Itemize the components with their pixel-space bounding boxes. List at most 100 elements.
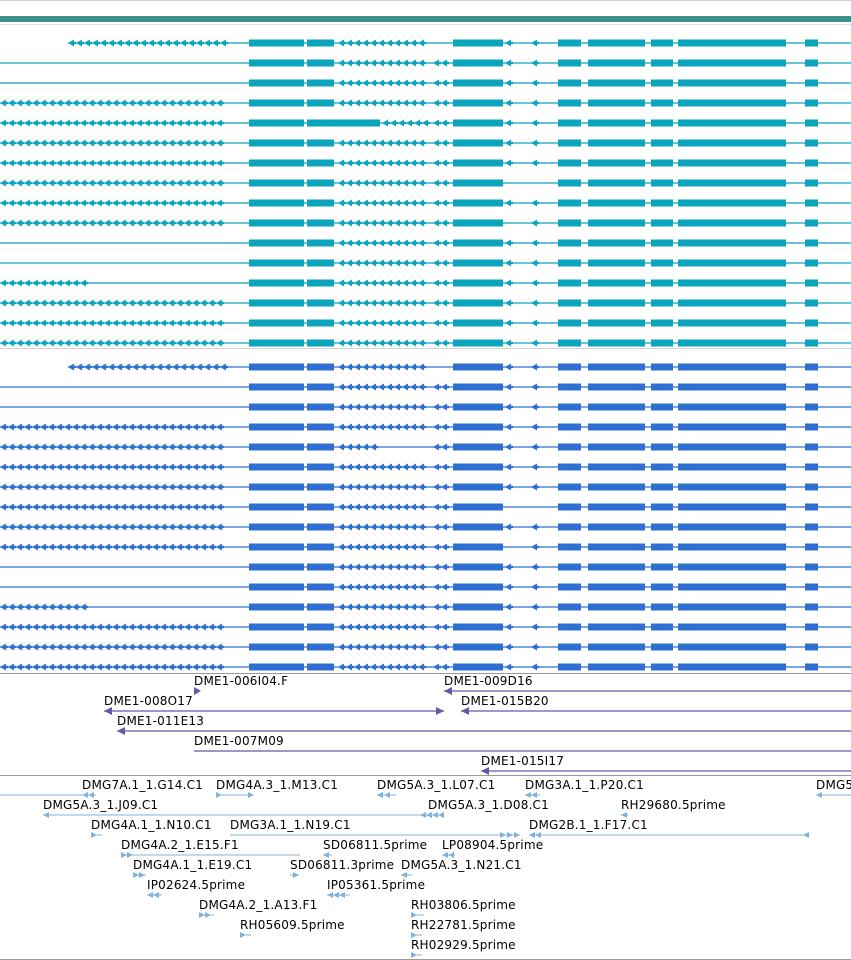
exon-block[interactable]	[588, 463, 645, 471]
exon-arrow-run[interactable]	[338, 503, 426, 511]
exon-arrow-run[interactable]	[531, 603, 539, 611]
exon-arrow-run[interactable]	[433, 259, 449, 267]
exon-block[interactable]	[805, 383, 818, 391]
exon-arrow-run[interactable]	[338, 139, 426, 147]
exon-block[interactable]	[678, 139, 786, 147]
exon-arrow-run[interactable]	[505, 643, 513, 651]
exon-block[interactable]	[307, 299, 334, 307]
exon-block[interactable]	[678, 39, 786, 47]
exon-arrow-run[interactable]	[505, 339, 513, 347]
exon-block[interactable]	[249, 139, 304, 147]
exon-block[interactable]	[249, 643, 304, 651]
exon-block[interactable]	[651, 463, 673, 471]
exon-block[interactable]	[558, 443, 581, 451]
exon-block[interactable]	[588, 403, 645, 411]
exon-arrow-run[interactable]	[338, 159, 426, 167]
feature-label[interactable]: DMG4A.2_1.A13.F1	[199, 898, 318, 912]
exon-arrow-run[interactable]	[433, 403, 449, 411]
exon-block[interactable]	[651, 503, 673, 511]
exon-block[interactable]	[651, 199, 673, 207]
exon-arrow-run[interactable]	[505, 279, 513, 287]
exon-block[interactable]	[249, 99, 304, 107]
exon-arrow-run[interactable]	[505, 383, 513, 391]
feature-label[interactable]: DME1-008O17	[104, 694, 193, 708]
exon-block[interactable]	[249, 59, 304, 67]
exon-block[interactable]	[805, 463, 818, 471]
exon-arrow-run[interactable]	[338, 59, 426, 67]
exon-block[interactable]	[453, 119, 503, 127]
feature-label[interactable]: RH22781.5prime	[411, 918, 516, 932]
feature-label[interactable]: RH03806.5prime	[411, 898, 516, 912]
exon-block[interactable]	[307, 403, 334, 411]
exon-arrow-run[interactable]	[338, 523, 426, 531]
exon-arrow-run[interactable]	[505, 39, 513, 47]
exon-block[interactable]	[307, 99, 334, 107]
exon-block[interactable]	[558, 543, 581, 551]
exon-block[interactable]	[651, 39, 673, 47]
exon-block[interactable]	[249, 299, 304, 307]
exon-arrow-run[interactable]	[338, 99, 426, 107]
exon-arrow-run[interactable]	[338, 79, 426, 87]
exon-block[interactable]	[678, 59, 786, 67]
exon-arrow-run[interactable]	[433, 563, 449, 571]
exon-block[interactable]	[558, 503, 581, 511]
exon-arrow-run[interactable]	[338, 563, 426, 571]
feature-label[interactable]: RH05609.5prime	[240, 918, 345, 932]
exon-block[interactable]	[307, 319, 334, 327]
exon-block[interactable]	[588, 319, 645, 327]
exon-block[interactable]	[249, 583, 304, 591]
feature-label[interactable]: DMG5	[816, 778, 851, 792]
exon-block[interactable]	[307, 503, 334, 511]
exon-block[interactable]	[453, 503, 503, 511]
exon-block[interactable]	[307, 523, 334, 531]
exon-block[interactable]	[678, 523, 786, 531]
exon-arrow-run[interactable]	[505, 403, 513, 411]
exon-block[interactable]	[588, 99, 645, 107]
exon-block[interactable]	[453, 363, 503, 371]
exon-block[interactable]	[651, 99, 673, 107]
exon-block[interactable]	[453, 463, 503, 471]
exon-block[interactable]	[651, 319, 673, 327]
exon-arrow-run[interactable]	[433, 603, 449, 611]
exon-arrow-run[interactable]	[505, 443, 513, 451]
exon-block[interactable]	[588, 119, 645, 127]
exon-block[interactable]	[249, 563, 304, 571]
exon-arrow-run[interactable]	[505, 423, 513, 431]
exon-arrow-run[interactable]	[433, 319, 449, 327]
exon-block[interactable]	[651, 423, 673, 431]
exon-block[interactable]	[453, 259, 503, 267]
exon-arrow-run[interactable]	[505, 59, 513, 67]
feature-label[interactable]: IP05361.5prime	[327, 878, 426, 892]
exon-arrow-run[interactable]	[433, 463, 449, 471]
exon-block[interactable]	[453, 603, 503, 611]
exon-block[interactable]	[805, 643, 818, 651]
exon-block[interactable]	[249, 363, 304, 371]
exon-block[interactable]	[453, 563, 503, 571]
exon-arrow-run[interactable]	[0, 219, 224, 227]
exon-block[interactable]	[678, 259, 786, 267]
exon-arrow-run[interactable]	[531, 443, 539, 451]
exon-block[interactable]	[805, 159, 818, 167]
exon-block[interactable]	[558, 523, 581, 531]
exon-arrow-run[interactable]	[531, 463, 539, 471]
exon-arrow-run[interactable]	[505, 583, 513, 591]
exon-block[interactable]	[453, 279, 503, 287]
exon-block[interactable]	[805, 363, 818, 371]
exon-arrow-run[interactable]	[505, 623, 513, 631]
feature-label[interactable]: DME1-011E13	[117, 714, 205, 728]
exon-block[interactable]	[588, 279, 645, 287]
exon-arrow-run[interactable]	[338, 299, 426, 307]
exon-block[interactable]	[558, 59, 581, 67]
exon-arrow-run[interactable]	[531, 119, 539, 127]
exon-block[interactable]	[453, 443, 503, 451]
exon-block[interactable]	[651, 443, 673, 451]
exon-block[interactable]	[453, 179, 503, 187]
exon-arrow-run[interactable]	[531, 403, 539, 411]
exon-block[interactable]	[678, 623, 786, 631]
exon-block[interactable]	[805, 139, 818, 147]
exon-arrow-run[interactable]	[382, 119, 430, 127]
exon-arrow-run[interactable]	[338, 219, 426, 227]
feature-label[interactable]: DMG3A.1_1.P20.C1	[525, 778, 644, 792]
exon-block[interactable]	[588, 503, 645, 511]
exon-arrow-run[interactable]	[433, 159, 449, 167]
